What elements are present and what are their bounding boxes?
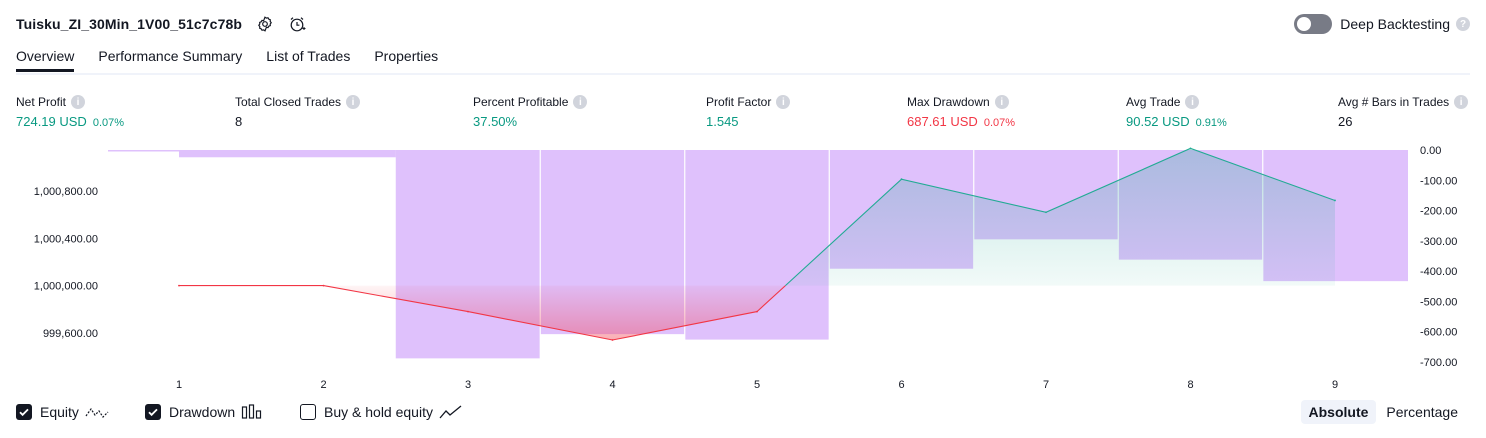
info-icon[interactable]: i [994, 95, 1009, 109]
equity-chart[interactable]: 1,000,800.00 1,000,400.00 1,000,000.00 999,… [0, 140, 1486, 395]
equity-point-8 [1189, 147, 1192, 150]
right-axis-label: -500.00 [1420, 296, 1457, 308]
info-icon[interactable]: i [1185, 95, 1200, 109]
stat-value: 90.52 USD [1126, 114, 1190, 129]
x-axis-label: 5 [754, 379, 760, 391]
info-icon[interactable]: i [346, 95, 361, 109]
buyhold-line-icon [439, 404, 463, 420]
x-axis-label: 2 [320, 379, 326, 391]
stat-net-profit: Net Profit i 724.19 USD 0.07% [16, 94, 124, 130]
right-axis-label: -400.00 [1420, 266, 1457, 278]
info-icon[interactable]: i [776, 95, 791, 109]
right-axis-label: -300.00 [1420, 236, 1457, 248]
tab-properties[interactable]: Properties [374, 48, 439, 64]
info-icon[interactable]: i [1454, 95, 1469, 109]
alert-clock-icon[interactable] [288, 15, 306, 33]
stat-avg-bars-in-trades: Avg # Bars in Trades i 26 [1338, 94, 1469, 130]
question-icon[interactable]: ? [1456, 17, 1470, 31]
x-axis-label: 8 [1187, 379, 1193, 391]
x-axis-label: 1 [176, 379, 182, 391]
drawdown-checkbox[interactable] [145, 404, 161, 420]
stat-percent: 0.07% [983, 117, 1016, 129]
equity-point-7 [1045, 211, 1047, 214]
equity-gain-area [785, 148, 1335, 286]
stat-value: 1.545 [706, 114, 739, 129]
tab-performance-summary[interactable]: Performance Summary [98, 48, 243, 64]
equity-point-1 [178, 284, 180, 287]
stat-value: 8 [235, 114, 243, 129]
deep-backtesting-toggle[interactable] [1294, 14, 1333, 34]
stat-label: Percent Profitable [473, 95, 569, 109]
left-axis-label: 1,000,000.00 [34, 281, 98, 293]
equity-label: Equity [40, 404, 79, 420]
strategy-header: Tuisku_ZI_30Min_1V00_51c7c78b [16, 14, 306, 34]
stat-label: Net Profit [16, 95, 67, 109]
right-axis-label: -700.00 [1420, 357, 1457, 369]
stat-label: Total Closed Trades [235, 95, 342, 109]
right-axis-label: 0.00 [1420, 145, 1441, 157]
equity-line-loss [179, 285, 786, 341]
legend-buy-hold[interactable]: Buy & hold equity [300, 404, 463, 420]
info-icon[interactable]: i [573, 95, 588, 109]
legend-drawdown[interactable]: Drawdown [145, 404, 263, 420]
tab-list-of-trades[interactable]: List of Trades [266, 48, 351, 64]
stat-profit-factor: Profit Factor i 1.545 [706, 94, 791, 130]
stat-label: Max Drawdown [907, 95, 990, 109]
left-axis-label: 1,000,400.00 [34, 233, 98, 245]
legend-equity[interactable]: Equity [16, 404, 109, 420]
left-axis-label: 999,600.00 [43, 328, 98, 340]
stat-value: 37.50% [473, 114, 518, 129]
equity-point-6 [900, 178, 903, 181]
right-axis-label: -600.00 [1420, 327, 1457, 339]
equity-point-4 [611, 339, 614, 341]
settings-icon[interactable] [256, 15, 274, 33]
equity-line-icon [85, 404, 109, 420]
info-icon[interactable]: i [71, 95, 86, 109]
drawdown-bar-1 [108, 150, 179, 152]
tab-bar: Overview Performance Summary List of Tra… [16, 48, 462, 72]
mode-absolute[interactable]: Absolute [1300, 400, 1377, 424]
stat-percent: 0.91% [1195, 117, 1227, 129]
drawdown-label: Drawdown [169, 404, 236, 420]
drawdown-bars-icon [241, 404, 263, 420]
stat-value: 687.61 USD [907, 114, 978, 129]
buyhold-label: Buy & hold equity [324, 404, 433, 420]
drawdown-bar-3 [395, 150, 541, 359]
x-axis-label: 9 [1332, 379, 1338, 391]
right-axis-label: -100.00 [1420, 175, 1457, 187]
equity-loss-area [179, 285, 786, 340]
stat-value: 26 [1338, 114, 1353, 129]
x-axis-label: 7 [1043, 379, 1049, 391]
buyhold-checkbox[interactable] [300, 404, 316, 420]
equity-point-2 [322, 284, 325, 287]
equity-point-9 [1334, 199, 1336, 202]
stat-label: Avg Trade [1126, 95, 1181, 109]
stat-percent: 0.07% [92, 117, 125, 129]
strategy-title: Tuisku_ZI_30Min_1V00_51c7c78b [16, 16, 242, 32]
stat-label: Profit Factor [706, 95, 772, 109]
stat-value: 724.19 USD [16, 114, 87, 129]
deep-backtesting-label: Deep Backtesting [1340, 16, 1450, 32]
stat-percent-profitable: Percent Profitable i 37.50% [473, 94, 588, 130]
x-axis-label: 4 [609, 379, 615, 391]
deep-backtesting-control: Deep Backtesting ? [1294, 14, 1470, 34]
equity-point-3 [467, 310, 469, 313]
equity-checkbox[interactable] [16, 404, 32, 420]
left-axis-label: 1,000,800.00 [34, 186, 98, 198]
stat-avg-trade: Avg Trade i 90.52 USD 0.91% [1126, 94, 1227, 130]
tab-overview[interactable]: Overview [16, 48, 75, 72]
mode-percentage[interactable]: Percentage [1386, 404, 1458, 420]
display-mode-switch: Absolute Percentage [1299, 400, 1467, 424]
tab-divider [16, 73, 1470, 75]
drawdown-bar-2 [179, 150, 396, 158]
x-axis-label: 6 [898, 379, 904, 391]
stat-max-drawdown: Max Drawdown i 687.61 USD 0.07% [907, 94, 1015, 130]
equity-point-5 [756, 310, 758, 313]
right-axis-label: -200.00 [1420, 206, 1457, 218]
x-axis-label: 3 [465, 379, 471, 391]
stat-total-closed-trades: Total Closed Trades i 8 [235, 94, 361, 130]
stat-label: Avg # Bars in Trades [1338, 95, 1450, 109]
